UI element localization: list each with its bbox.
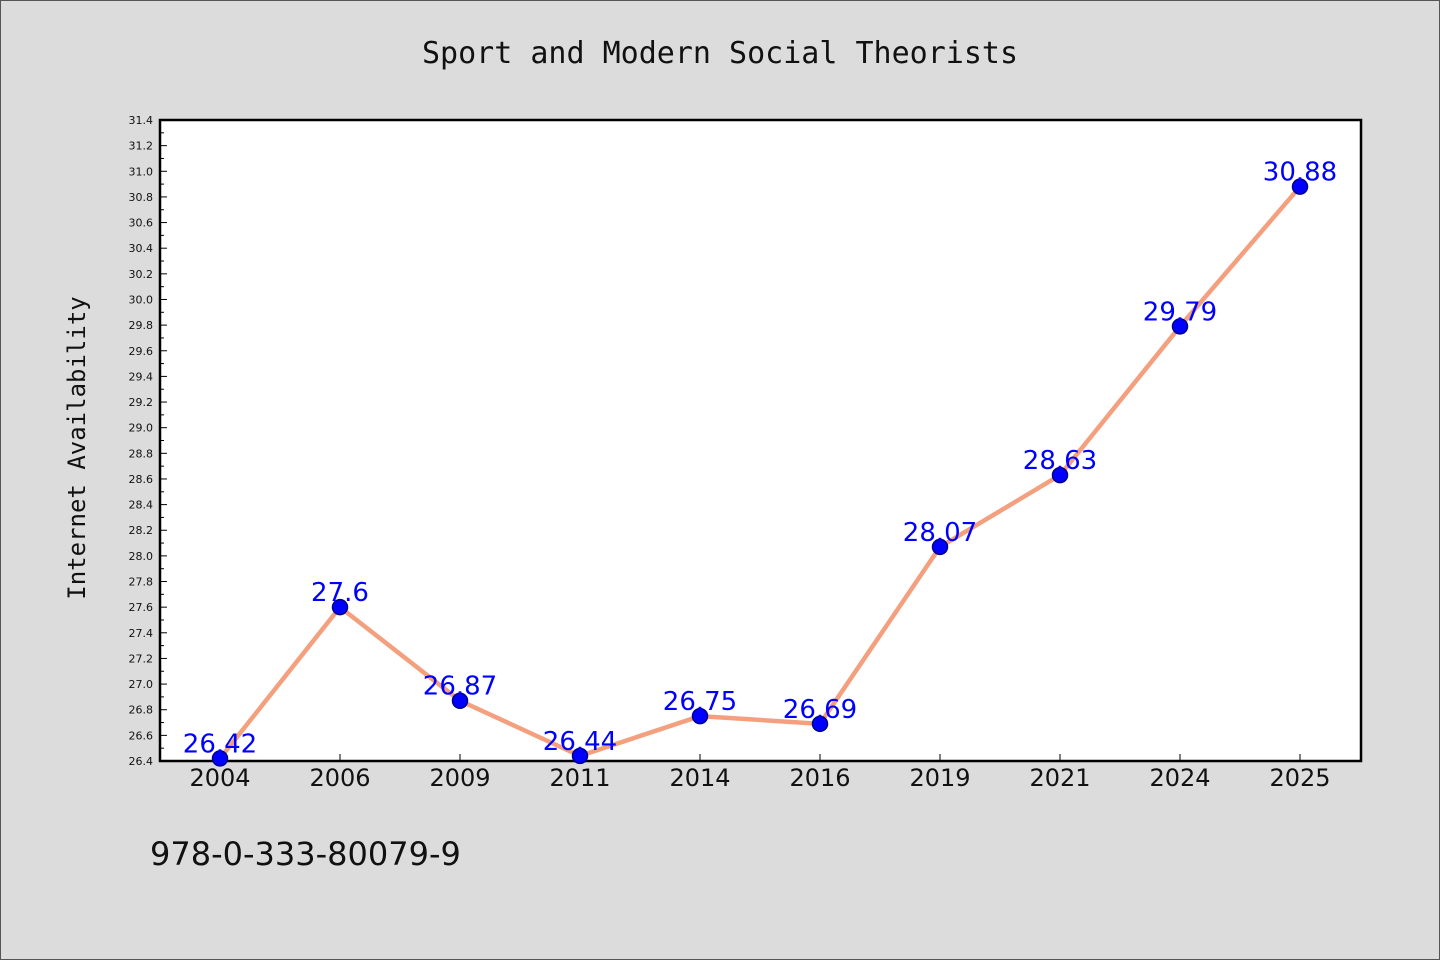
y-tick-label: 31.2 — [129, 140, 154, 153]
y-tick-label: 30.2 — [129, 268, 154, 281]
data-markers — [211, 178, 1309, 767]
data-point — [691, 707, 709, 725]
y-tick-label: 26.6 — [129, 729, 154, 742]
x-tick-label: 2019 — [909, 764, 970, 792]
y-tick-label: 28.0 — [129, 550, 154, 563]
y-tick-label: 31.4 — [129, 114, 154, 127]
data-label: 26.44 — [543, 727, 617, 757]
data-label: 28.63 — [1023, 446, 1097, 476]
x-tick-label: 2004 — [189, 764, 250, 792]
y-tick-label: 27.2 — [129, 652, 154, 665]
data-point — [1291, 178, 1309, 195]
y-tick-label: 27.0 — [129, 678, 154, 691]
y-tick-label: 29.4 — [129, 370, 154, 383]
data-label: 26.42 — [183, 729, 257, 759]
y-tick-label: 28.4 — [129, 499, 154, 512]
data-label: 26.87 — [423, 672, 497, 702]
data-point — [811, 715, 829, 733]
y-tick-label: 29.8 — [129, 319, 154, 332]
y-tick-label: 30.6 — [129, 217, 154, 230]
y-tick-label: 27.4 — [129, 627, 154, 640]
y-tick-label: 30.0 — [129, 293, 154, 306]
y-tick-label: 26.8 — [129, 704, 154, 717]
x-tick-label: 2021 — [1029, 764, 1090, 792]
data-point — [931, 538, 949, 556]
y-tick-label: 27.8 — [129, 576, 154, 589]
data-label: 28.07 — [903, 518, 977, 548]
y-axis-label: Internet Availability — [63, 296, 91, 599]
isbn-text: 978-0-333-80079-9 — [150, 835, 461, 873]
y-tick-label: 29.2 — [129, 396, 154, 409]
x-axis: 2004 2006 2009 2011 2014 2016 2019 2021 2024 2025 — [189, 754, 1331, 792]
x-tick-label: 2025 — [1269, 764, 1330, 792]
series-line — [218, 185, 1302, 760]
y-tick-label: 30.8 — [129, 191, 154, 204]
y-tick-label: 27.6 — [129, 601, 154, 614]
data-point — [211, 750, 229, 767]
data-point — [1051, 466, 1069, 484]
y-tick-label: 28.8 — [129, 447, 154, 460]
y-tick-label: 28.2 — [129, 524, 154, 537]
y-tick-label: 31.0 — [129, 165, 154, 178]
data-label: 27.6 — [311, 578, 369, 608]
chart-title: Sport and Modern Social Theorists — [422, 36, 1018, 71]
x-tick-label: 2024 — [1149, 764, 1210, 792]
data-point — [331, 598, 349, 616]
data-label: 29.79 — [1143, 297, 1217, 327]
y-tick-label: 26.4 — [129, 755, 154, 768]
x-tick-label: 2016 — [789, 764, 850, 792]
data-labels: 26.42 27.6 26.87 26.44 26.75 26.69 28.07 28.63 2… — [183, 158, 1337, 760]
data-label: 26.69 — [783, 695, 857, 725]
y-tick-label: 29.6 — [129, 345, 154, 358]
y-axis: 26.4 26.6 26.8 27.0 27.2 27.4 27.6 27.8 28.0 28.2… — [129, 114, 167, 768]
x-tick-label: 2014 — [669, 764, 730, 792]
x-tick-label: 2011 — [549, 764, 610, 792]
series-line-group — [218, 185, 1302, 760]
y-tick-label: 29.0 — [129, 422, 154, 435]
x-tick-label: 2009 — [429, 764, 490, 792]
data-label: 30.88 — [1263, 158, 1337, 188]
y-tick-label: 30.4 — [129, 242, 154, 255]
data-point — [451, 692, 469, 709]
plot-area — [158, 118, 1363, 763]
data-point — [571, 747, 589, 765]
data-label: 26.75 — [663, 687, 737, 717]
data-point — [1171, 318, 1189, 335]
x-tick-label: 2006 — [309, 764, 370, 792]
y-tick-label: 28.6 — [129, 473, 154, 486]
